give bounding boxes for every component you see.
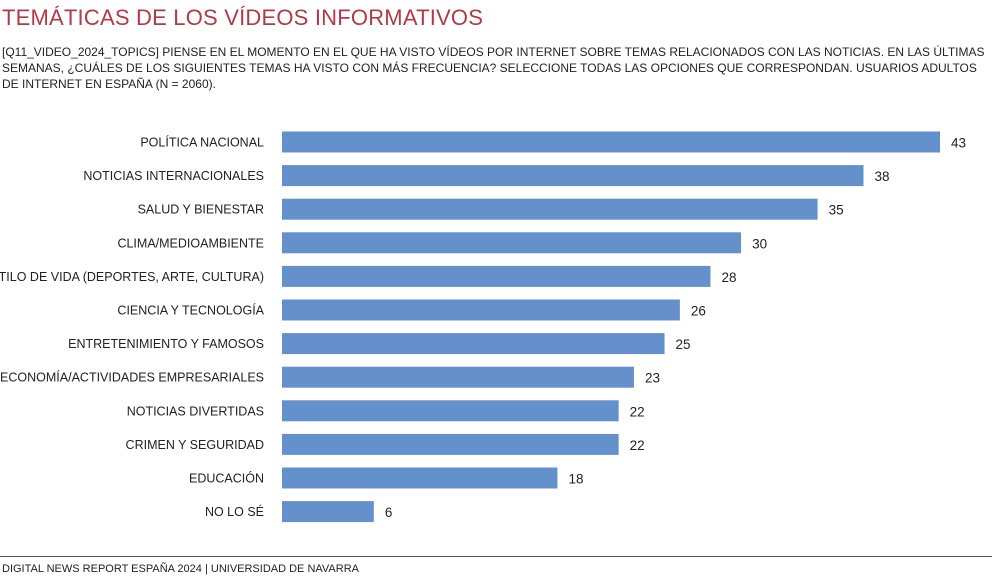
bar	[282, 265, 711, 287]
value-label: 22	[630, 404, 645, 419]
category-label: NO LO SÉ	[205, 504, 264, 519]
bar	[282, 299, 680, 321]
bar	[282, 165, 864, 187]
footer-source: DIGITAL NEWS REPORT ESPAÑA 2024 | UNIVER…	[2, 563, 359, 575]
category-label: ESTILO DE VIDA (DEPORTES, ARTE, CULTURA)	[0, 270, 264, 284]
category-label: NOTICIAS DIVERTIDAS	[127, 404, 264, 418]
bar	[282, 198, 818, 220]
category-label: POLÍTICA NACIONAL	[140, 135, 264, 150]
category-label: NOTICIAS INTERNACIONALES	[83, 169, 264, 183]
bar	[282, 333, 665, 355]
category-label: CLIMA/MEDIOAMBIENTE	[117, 236, 264, 250]
bar	[282, 467, 558, 489]
value-label: 23	[645, 371, 660, 386]
value-label: 26	[691, 304, 706, 319]
chart-title: TEMÁTICAS DE LOS VÍDEOS INFORMATIVOS	[2, 5, 484, 30]
bar	[282, 433, 619, 455]
bar	[282, 400, 619, 422]
category-label: ENTRETENIMIENTO Y FAMOSOS	[68, 337, 264, 351]
bar-chart: POLÍTICA NACIONAL 43 NOTICIAS INTERNACIONA…	[0, 131, 966, 523]
value-label: 35	[829, 203, 844, 218]
value-label: 18	[568, 472, 583, 487]
bar	[282, 501, 374, 523]
bar	[282, 232, 742, 254]
category-label: CIENCIA Y TECNOLOGÍA	[117, 303, 264, 318]
chart-subtitle: [Q11_VIDEO_2024_TOPICS] PIENSE EN EL MOM…	[2, 45, 985, 91]
category-label: ECONOMÍA/ACTIVIDADES EMPRESARIALES	[0, 370, 264, 385]
value-label: 22	[630, 438, 645, 453]
bar	[282, 366, 634, 388]
value-label: 6	[385, 505, 393, 520]
value-label: 25	[676, 337, 691, 352]
category-label: CRIMEN Y SEGURIDAD	[126, 438, 264, 452]
bar	[282, 131, 940, 153]
value-label: 43	[951, 136, 966, 151]
value-label: 38	[874, 169, 889, 184]
value-label: 30	[752, 236, 767, 251]
category-label: SALUD Y BIENESTAR	[138, 203, 264, 217]
footer-divider	[0, 556, 992, 557]
value-label: 28	[721, 270, 736, 285]
category-label: EDUCACIÓN	[189, 471, 264, 486]
